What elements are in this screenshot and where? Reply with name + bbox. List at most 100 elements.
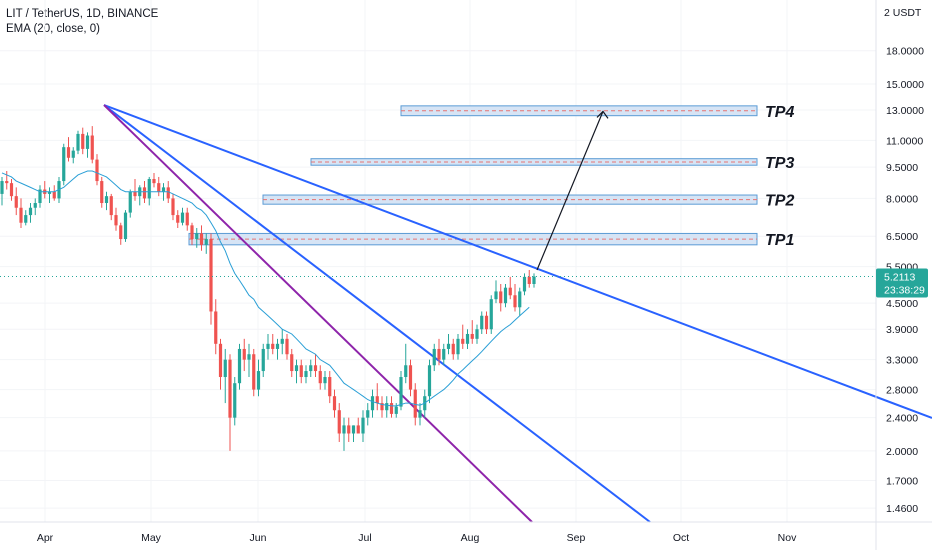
time-tick: Nov (778, 532, 797, 544)
candle-body (185, 212, 189, 226)
candle-body (161, 187, 166, 192)
candle-body (256, 371, 261, 390)
price-tick: 2.4000 (886, 413, 918, 425)
trendline-lower (103, 104, 533, 523)
candle-body (446, 343, 451, 349)
target-labels: TP1 TP2 TP3 TP4 (765, 104, 794, 249)
candle-body (399, 377, 403, 407)
price-unit-label: 2 USDT (884, 7, 922, 19)
candle-body (223, 359, 227, 378)
candle-body (290, 354, 294, 372)
target-label: TP2 (765, 193, 794, 210)
candle-body (28, 207, 33, 216)
candle-body (427, 365, 432, 397)
time-tick: Jul (358, 532, 371, 544)
candle-body (413, 389, 417, 418)
price-tick: 2.8000 (886, 385, 918, 397)
price-tick: 8.0000 (886, 193, 918, 205)
price-tick: 3.3000 (886, 355, 918, 367)
candle-body (261, 348, 265, 372)
candle-body (247, 354, 251, 360)
candle-body (123, 212, 128, 240)
candle-body (332, 396, 337, 411)
candle-body (237, 348, 242, 384)
candle-body (404, 365, 408, 378)
candle-body (532, 276, 536, 284)
candle-body (166, 187, 170, 199)
candle-body (375, 396, 379, 404)
candle-body (38, 189, 42, 204)
time-tick: Jun (250, 532, 267, 544)
candle-body (389, 403, 394, 414)
candle-body (508, 287, 512, 296)
price-tick: 15.0000 (886, 79, 924, 91)
candle-body (5, 181, 9, 184)
candle-body (394, 406, 398, 414)
candle-body (513, 295, 517, 308)
candle-body (62, 147, 66, 182)
price-tick: 13.0000 (886, 105, 924, 117)
candle-body (366, 410, 370, 418)
candle-body (280, 338, 284, 344)
candle-body (323, 377, 327, 384)
candle-body (456, 338, 460, 355)
time-axis[interactable]: Apr May Jun Jul Aug Sep Oct Nov (0, 521, 932, 544)
time-tick: Apr (37, 532, 54, 544)
bar-countdown: 23:38:29 (884, 284, 925, 296)
price-tick: 11.0000 (886, 135, 923, 147)
price-tick: 4.5000 (886, 298, 918, 310)
candle-body (271, 343, 275, 349)
candle-body (47, 191, 52, 194)
candle-body (19, 207, 23, 223)
candle-body (337, 410, 341, 434)
candle-body (0, 181, 4, 194)
price-tick: 1.4600 (886, 503, 918, 515)
candle-body (518, 291, 522, 308)
candle-body (503, 287, 508, 304)
candle-body (313, 365, 318, 372)
candle-body (157, 183, 161, 192)
candle-body (451, 343, 455, 355)
price-tick: 1.7000 (886, 475, 918, 487)
candle-body (204, 239, 208, 245)
candle-body (171, 198, 175, 216)
time-tick: Oct (673, 532, 689, 544)
candle-body (370, 396, 375, 411)
candle-body (152, 178, 156, 184)
candle-body (85, 135, 90, 149)
price-tick: 9.5000 (886, 162, 918, 174)
candle-body (470, 333, 474, 339)
grid (0, 0, 876, 522)
price-tick: 3.9000 (886, 324, 918, 336)
candle-body (304, 371, 308, 378)
candle-body (128, 191, 132, 213)
candle-body (328, 377, 332, 397)
candle-body (484, 315, 489, 330)
candle-body (347, 425, 351, 434)
candle-body (52, 191, 56, 199)
symbol-title[interactable]: LIT / TetherUS, 1D, BINANCE (6, 8, 159, 20)
candle-body (275, 343, 280, 349)
projection-arrow (536, 110, 609, 271)
candle-body (318, 371, 322, 384)
trendline-middle (103, 104, 651, 523)
candle-body (233, 383, 237, 418)
candle-body (199, 233, 204, 245)
time-tick: Aug (461, 532, 480, 544)
candle-body (294, 365, 299, 372)
candle-body (499, 291, 503, 304)
candle-body (442, 348, 446, 360)
candle-body (480, 315, 484, 330)
candle-body (361, 417, 365, 434)
candle-body (527, 276, 531, 284)
candle-body (465, 333, 470, 344)
indicator-legend[interactable]: EMA (20, close, 0) (6, 23, 100, 35)
price-axis[interactable]: 2 USDT 18.0000 15.0000 13.0000 11.0000 9.5000… (875, 0, 924, 550)
candle-body (109, 196, 113, 216)
time-tick: Sep (567, 532, 586, 544)
price-tick: 18.0000 (886, 46, 924, 58)
candle-body (14, 196, 18, 208)
candle-body (24, 215, 28, 223)
